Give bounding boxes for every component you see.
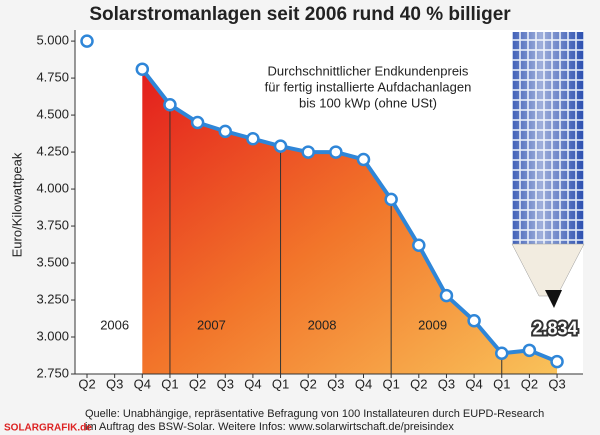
point (273, 139, 288, 153)
y-tick-label: 4.250 (36, 144, 69, 159)
y-tick-label: 4.750 (36, 70, 69, 85)
point (80, 34, 94, 48)
annotation: für fertig installierte Aufdachanlagen (265, 79, 472, 94)
x-tick-label: Q3 (106, 376, 123, 391)
year-label: 2006 (100, 317, 129, 332)
x-tick-label: Q4 (465, 376, 482, 391)
point (356, 152, 371, 167)
point (412, 238, 426, 253)
year-label: 2008 (308, 317, 337, 332)
x-tick-label: Q3 (217, 376, 234, 391)
year-label: 2007 (197, 317, 226, 332)
x-tick-label: Q1 (161, 376, 178, 391)
point (301, 145, 315, 159)
x-tick-label: Q3 (327, 376, 344, 391)
year-label: 2009 (418, 317, 447, 332)
line (140, 67, 558, 364)
x-tick-label: Q1 (272, 376, 289, 391)
point (384, 192, 398, 207)
source: Quelle: Unabhängige, repräsentative Befr… (85, 408, 544, 420)
y-axis-label: Euro/Kilowattpeak (9, 152, 24, 257)
point (218, 124, 232, 139)
credit: SOLARGRAFIK.de (4, 423, 92, 434)
chart-title: Solarstromanlagen seit 2006 rund 40 % bi… (89, 4, 511, 25)
annotation: Durchschnittlicher Endkundenpreis (268, 63, 469, 78)
y-tick-label: 3.500 (36, 254, 69, 269)
x-tick-label: Q4 (355, 376, 372, 391)
annotation: bis 100 kWp (ohne USt) (299, 95, 437, 110)
point (467, 313, 481, 328)
area (142, 69, 558, 374)
y-tick-label: 3.250 (36, 291, 69, 306)
pencil-illustration (511, 32, 585, 308)
y-tick-label: 3.750 (36, 217, 69, 232)
y-tick-label: 4.500 (36, 107, 69, 122)
x-tick-label: Q2 (300, 376, 317, 391)
x-tick-label: Q4 (134, 376, 151, 391)
y-tick-label: 4.000 (36, 180, 69, 195)
point (329, 145, 343, 159)
x-tick-label: Q2 (189, 376, 206, 391)
point (439, 288, 454, 303)
value-label-outline: 2.834 (533, 318, 578, 338)
source: im Auftrag des BSW-Solar. Weitere Infos:… (85, 421, 454, 433)
y-tick-label: 2.750 (36, 365, 69, 380)
point (246, 131, 260, 146)
point (550, 354, 564, 369)
x-tick-label: Q3 (548, 376, 565, 391)
y-tick-label: 3.000 (36, 328, 69, 343)
x-tick-label: Q4 (244, 376, 261, 391)
point (190, 115, 205, 130)
x-tick-label: Q1 (382, 376, 399, 391)
y-tick-label: 5.000 (36, 33, 69, 48)
x-tick-label: Q1 (493, 376, 510, 391)
x-tick-label: Q2 (410, 376, 427, 391)
point (522, 343, 537, 358)
x-tick-label: Q2 (78, 376, 95, 391)
point (163, 97, 177, 112)
x-tick-label: Q2 (521, 376, 538, 391)
point (495, 346, 509, 361)
x-tick-label: Q3 (438, 376, 455, 391)
point (135, 62, 150, 76)
